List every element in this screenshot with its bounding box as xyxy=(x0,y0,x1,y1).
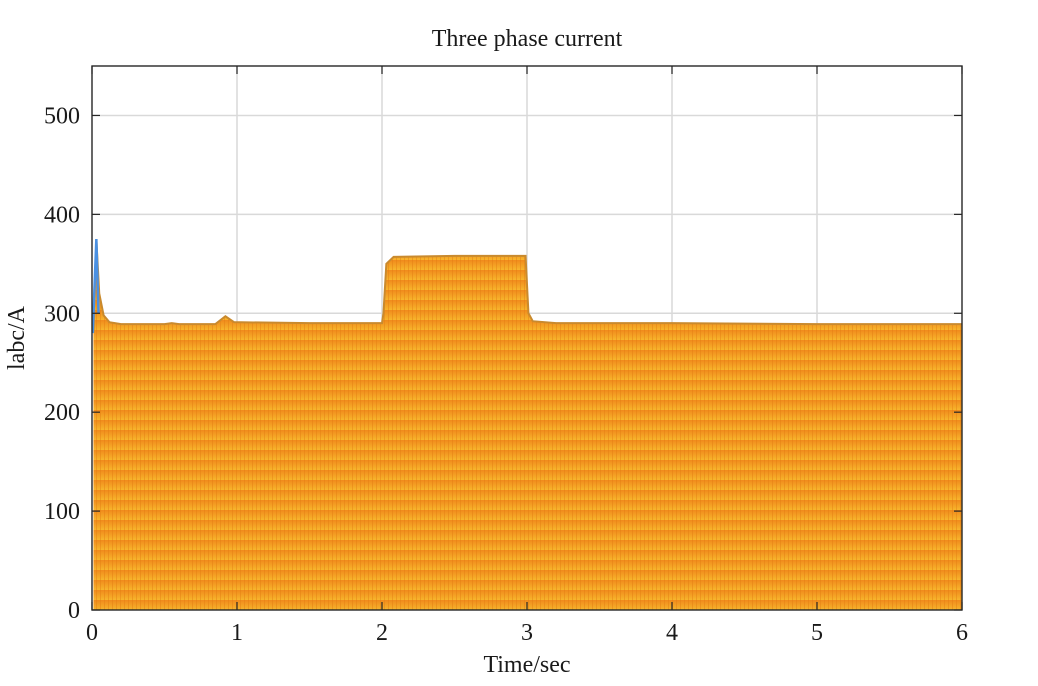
x-tick-label: 6 xyxy=(956,620,968,646)
x-tick-label: 1 xyxy=(231,620,243,646)
chart-title: Three phase current xyxy=(432,26,623,52)
y-tick-label: 200 xyxy=(44,400,80,426)
x-tick-label: 0 xyxy=(86,620,98,646)
x-axis-label: Time/sec xyxy=(483,652,570,678)
y-axis-label: labc/A xyxy=(4,305,30,370)
y-tick-label: 100 xyxy=(44,499,80,525)
y-tick-label: 400 xyxy=(44,202,80,228)
data-layer xyxy=(92,239,962,610)
series-area xyxy=(93,239,962,610)
x-tick-label: 4 xyxy=(666,620,678,646)
y-tick-label: 500 xyxy=(44,103,80,129)
series-envelope xyxy=(92,239,962,334)
x-tick-label: 3 xyxy=(521,620,533,646)
y-tick-label: 300 xyxy=(44,301,80,327)
x-tick-label: 5 xyxy=(811,620,823,646)
y-tick-label: 0 xyxy=(68,598,80,624)
ticks: 0 1 2 3 4 5 6 0 100 200 300 400 500 xyxy=(44,66,968,646)
x-tick-label: 2 xyxy=(376,620,388,646)
initial-spike xyxy=(92,239,100,334)
